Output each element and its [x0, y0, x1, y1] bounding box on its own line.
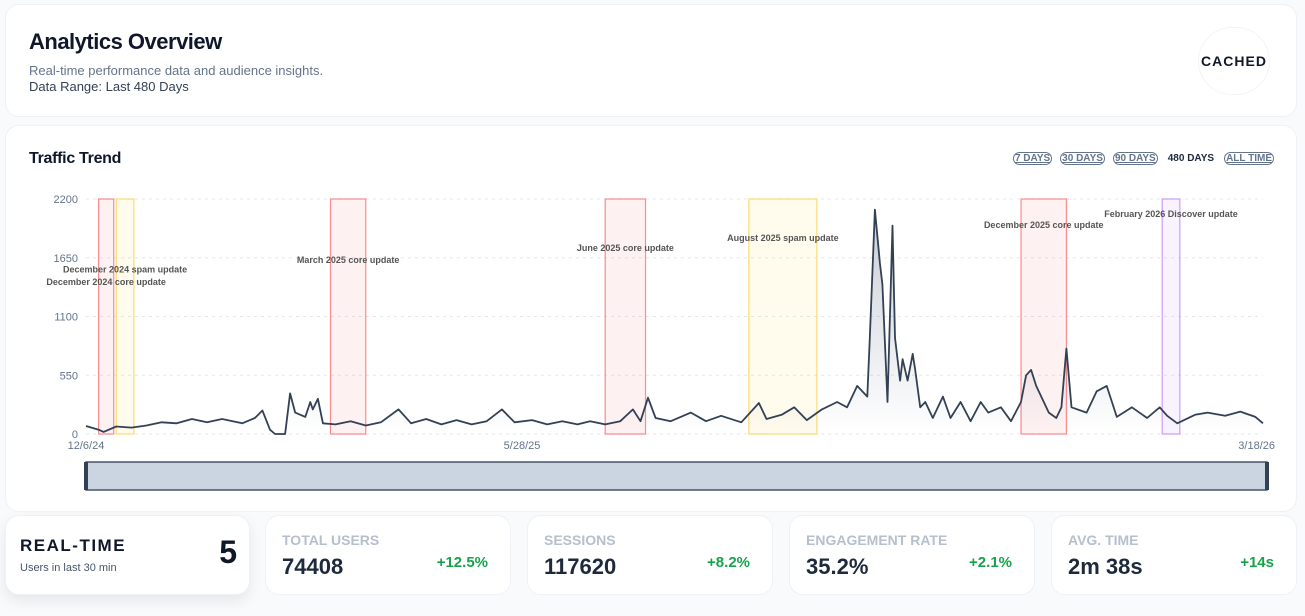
- brush-handle[interactable]: [1265, 462, 1269, 490]
- range-480-days-button[interactable]: 480 DAYS: [1165, 152, 1217, 165]
- stat-value: 2m 38s: [1068, 554, 1143, 579]
- range-all-time-button[interactable]: ALL TIME: [1224, 152, 1274, 165]
- y-tick-label: 1650: [54, 253, 78, 265]
- stat-card-sessions: SESSIONS 117620 +8.2%: [527, 515, 773, 595]
- annotation-label: December 2024 core update: [46, 277, 166, 287]
- range-7-days-button[interactable]: 7 DAYS: [1012, 152, 1053, 165]
- traffic-area: [86, 209, 1263, 434]
- annotation-label: December 2024 spam update: [63, 265, 187, 275]
- range-30-days-button[interactable]: 30 DAYS: [1060, 152, 1105, 165]
- header-card: Analytics Overview Real-time performance…: [5, 4, 1297, 117]
- realtime-subtitle: Users in last 30 min: [20, 562, 117, 574]
- stat-card-engagement-rate: ENGAGEMENT RATE 35.2% +2.1%: [789, 515, 1035, 595]
- realtime-title: REAL-TIME: [20, 536, 127, 555]
- stat-label: ENGAGEMENT RATE: [806, 532, 948, 548]
- cached-badge: CACHED: [1198, 27, 1270, 95]
- annotation-band: [1161, 198, 1181, 435]
- stat-change: +8.2%: [707, 554, 750, 571]
- annotation-band: [604, 198, 647, 435]
- stat-label: AVG. TIME: [1068, 532, 1139, 548]
- range-90-days-button[interactable]: 90 DAYS: [1112, 152, 1158, 165]
- stat-label: SESSIONS: [544, 532, 616, 548]
- stat-change: +12.5%: [436, 554, 488, 571]
- stat-change: +14s: [1240, 554, 1274, 571]
- x-tick-label: 3/18/26: [1238, 440, 1275, 452]
- traffic-trend-card: 0 550 1100 1650 2200 12/6/24 5/28/25 3/18/26 Dec…: [5, 125, 1297, 512]
- annotation-label: March 2025 core update: [297, 255, 400, 265]
- stat-change: +2.1%: [969, 554, 1012, 571]
- annotation-band: [748, 198, 818, 435]
- traffic-line: [85, 208, 1264, 435]
- annotation-label: June 2025 core update: [577, 243, 674, 253]
- annotation-label: August 2025 spam update: [727, 233, 839, 243]
- page-title: Analytics Overview: [29, 29, 222, 54]
- data-range-label: Data Range: Last 480 Days: [29, 79, 189, 94]
- stat-value: 74408: [282, 554, 344, 579]
- x-tick-label: 12/6/24: [68, 440, 105, 452]
- annotation-band: [98, 198, 115, 435]
- y-tick-label: 0: [72, 429, 78, 441]
- range-selector: 7 DAYS 30 DAYS 90 DAYS 480 DAYS ALL TIME: [1012, 152, 1274, 165]
- y-tick-label: 1100: [54, 312, 78, 324]
- traffic-chart: 0 550 1100 1650 2200 12/6/24 5/28/25 3/18/26 Dec…: [46, 194, 1275, 491]
- y-tick-label: 2200: [54, 194, 78, 206]
- x-tick-label: 5/28/25: [504, 440, 541, 452]
- stat-card-total-users: TOTAL USERS 74408 +12.5%: [265, 515, 511, 595]
- annotation-label: February 2026 Discover update: [1104, 209, 1238, 219]
- chart-title: Traffic Trend: [29, 150, 122, 167]
- realtime-card: REAL-TIME Users in last 30 min 5: [5, 515, 250, 595]
- range-brush[interactable]: [85, 461, 1268, 491]
- stat-card-avg-time: AVG. TIME 2m 38s +14s: [1051, 515, 1297, 595]
- stat-value: 35.2%: [806, 554, 869, 579]
- y-tick-label: 550: [60, 370, 78, 382]
- annotation-band: [329, 198, 367, 435]
- page-subtitle: Real-time performance data and audience …: [29, 63, 324, 78]
- realtime-value: 5: [219, 534, 237, 570]
- stat-value: 117620: [544, 554, 617, 579]
- annotation-band: [115, 198, 135, 435]
- brush-handle[interactable]: [84, 462, 88, 490]
- annotation-label: December 2025 core update: [984, 220, 1104, 230]
- stat-label: TOTAL USERS: [282, 532, 380, 548]
